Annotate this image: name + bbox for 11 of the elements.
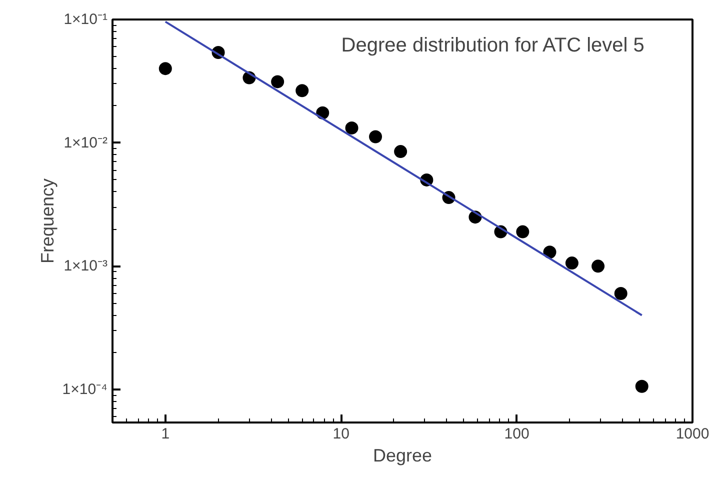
x-tick-label: 1000 bbox=[676, 426, 710, 442]
y-tick-label: 1×10⁻² bbox=[64, 134, 108, 152]
x-axis-title: Degree bbox=[372, 446, 432, 466]
y-tick-label: 1×10⁻⁴ bbox=[62, 380, 108, 398]
y-tick-label: 1×10⁻¹ bbox=[64, 11, 108, 28]
x-tick-label: 100 bbox=[504, 426, 530, 442]
x-tick-label: 10 bbox=[332, 426, 350, 442]
y-axis-title: Frequency bbox=[37, 178, 58, 264]
annotation: Degree distribution for ATC level 5 bbox=[341, 34, 644, 56]
x-tick-label: 1 bbox=[161, 426, 170, 442]
y-tick-label: 1×10⁻³ bbox=[64, 258, 108, 275]
